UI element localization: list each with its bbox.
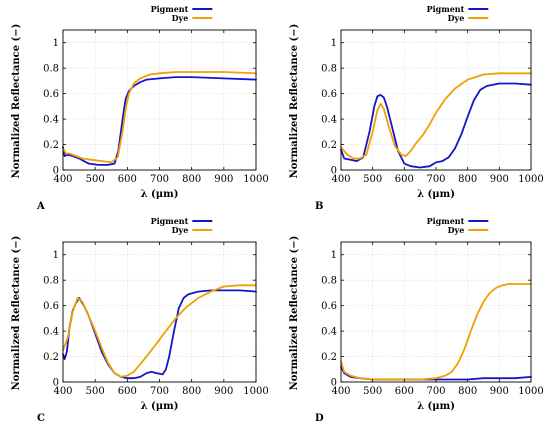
legend-label: Dye bbox=[448, 225, 465, 235]
series-line-dye bbox=[62, 71, 257, 164]
y-tick-label: 0.4 bbox=[321, 327, 337, 338]
y-tick-label: 0 bbox=[53, 166, 59, 177]
chart-panel-a: 400 500 600 700 800 900 1000 0 0.2 0.4 0.6 0.8 1 λ (μ… bbox=[11, 4, 269, 212]
y-tick-label: 0.8 bbox=[321, 64, 337, 75]
y-tick-label: 0.2 bbox=[43, 140, 59, 151]
x-tick-label: 900 bbox=[214, 386, 233, 397]
legend-label: Dye bbox=[448, 13, 465, 23]
panel-label: A bbox=[36, 201, 45, 212]
chart-panel-c: 400 500 600 700 800 900 1000 0 0.2 0.4 0.6 0.8 1 λ (μ… bbox=[11, 216, 269, 424]
x-tick-label: 400 bbox=[53, 174, 72, 185]
y-tick-label: 0.6 bbox=[43, 301, 59, 312]
y-tick-label: 0.2 bbox=[321, 140, 337, 151]
x-tick-label: 700 bbox=[150, 174, 169, 185]
x-tick-label: 800 bbox=[182, 174, 201, 185]
legend-label: Pigment bbox=[427, 216, 465, 226]
x-axis-label: λ (μm) bbox=[141, 401, 179, 412]
x-tick-label: 800 bbox=[458, 386, 477, 397]
y-tick-label: 0 bbox=[53, 378, 59, 389]
x-tick-label: 500 bbox=[86, 174, 105, 185]
x-tick-label: 400 bbox=[331, 174, 350, 185]
x-tick-label: 1000 bbox=[243, 174, 268, 185]
x-tick-label: 400 bbox=[53, 386, 72, 397]
x-tick-label: 700 bbox=[426, 386, 445, 397]
legend-label: Pigment bbox=[427, 4, 465, 14]
y-tick-label: 0.8 bbox=[43, 276, 59, 287]
y-tick-label: 0 bbox=[331, 166, 337, 177]
x-tick-label: 500 bbox=[363, 174, 382, 185]
x-tick-label: 500 bbox=[363, 386, 382, 397]
y-tick-label: 1 bbox=[53, 250, 59, 261]
x-tick-label: 1000 bbox=[518, 386, 543, 397]
legend-label: Dye bbox=[172, 13, 189, 23]
x-tick-label: 700 bbox=[426, 174, 445, 185]
y-tick-label: 0.2 bbox=[321, 352, 337, 363]
series-line-pigment bbox=[62, 76, 257, 166]
x-tick-label: 600 bbox=[395, 386, 414, 397]
x-tick-label: 900 bbox=[214, 174, 233, 185]
y-tick-label: 0.4 bbox=[321, 115, 337, 126]
chart-panel-d: 400 500 600 700 800 900 1000 0 0.2 0.4 0.6 0.8 1 λ (μ… bbox=[289, 216, 544, 424]
y-tick-label: 1 bbox=[331, 250, 337, 261]
y-tick-label: 0.8 bbox=[321, 276, 337, 287]
legend-label: Pigment bbox=[151, 4, 189, 14]
legend-label: Pigment bbox=[151, 216, 189, 226]
y-axis-label: Normalized Reflectance (−) bbox=[11, 236, 22, 391]
x-axis-label: λ (μm) bbox=[141, 189, 179, 200]
y-axis-label: Normalized Reflectance (−) bbox=[289, 236, 300, 391]
y-tick-label: 0 bbox=[331, 378, 337, 389]
x-tick-label: 900 bbox=[490, 386, 509, 397]
x-tick-label: 1000 bbox=[243, 386, 268, 397]
x-axis-label: λ (μm) bbox=[417, 401, 455, 412]
series-line-dye bbox=[62, 284, 257, 378]
y-tick-label: 0.6 bbox=[43, 89, 59, 100]
y-tick-label: 0.4 bbox=[43, 327, 59, 338]
series-line-dye bbox=[340, 72, 532, 160]
legend-label: Dye bbox=[172, 225, 189, 235]
series-line-pigment bbox=[340, 82, 532, 169]
panel-label: D bbox=[315, 413, 324, 424]
x-tick-label: 1000 bbox=[518, 174, 543, 185]
x-tick-label: 500 bbox=[86, 386, 105, 397]
y-tick-label: 0.2 bbox=[43, 352, 59, 363]
x-tick-label: 800 bbox=[458, 174, 477, 185]
y-tick-label: 1 bbox=[331, 38, 337, 49]
y-tick-label: 0.8 bbox=[43, 64, 59, 75]
x-tick-label: 600 bbox=[118, 386, 137, 397]
y-tick-label: 0.4 bbox=[43, 115, 59, 126]
y-tick-label: 1 bbox=[53, 38, 59, 49]
y-axis-label: Normalized Reflectance (−) bbox=[289, 24, 300, 179]
chart-panel-b: 400 500 600 700 800 900 1000 0 0.2 0.4 0.6 0.8 1 λ (μ… bbox=[289, 4, 544, 212]
x-tick-label: 800 bbox=[182, 386, 201, 397]
panel-label: B bbox=[315, 201, 323, 212]
y-tick-label: 0.6 bbox=[321, 301, 337, 312]
x-tick-label: 900 bbox=[490, 174, 509, 185]
y-axis-label: Normalized Reflectance (−) bbox=[11, 24, 22, 179]
x-tick-label: 600 bbox=[395, 174, 414, 185]
x-axis-label: λ (μm) bbox=[417, 189, 455, 200]
series-line-dye bbox=[340, 283, 532, 381]
y-tick-label: 0.6 bbox=[321, 89, 337, 100]
x-tick-label: 600 bbox=[118, 174, 137, 185]
x-tick-label: 700 bbox=[150, 386, 169, 397]
x-tick-label: 400 bbox=[331, 386, 350, 397]
panel-label: C bbox=[37, 413, 45, 424]
